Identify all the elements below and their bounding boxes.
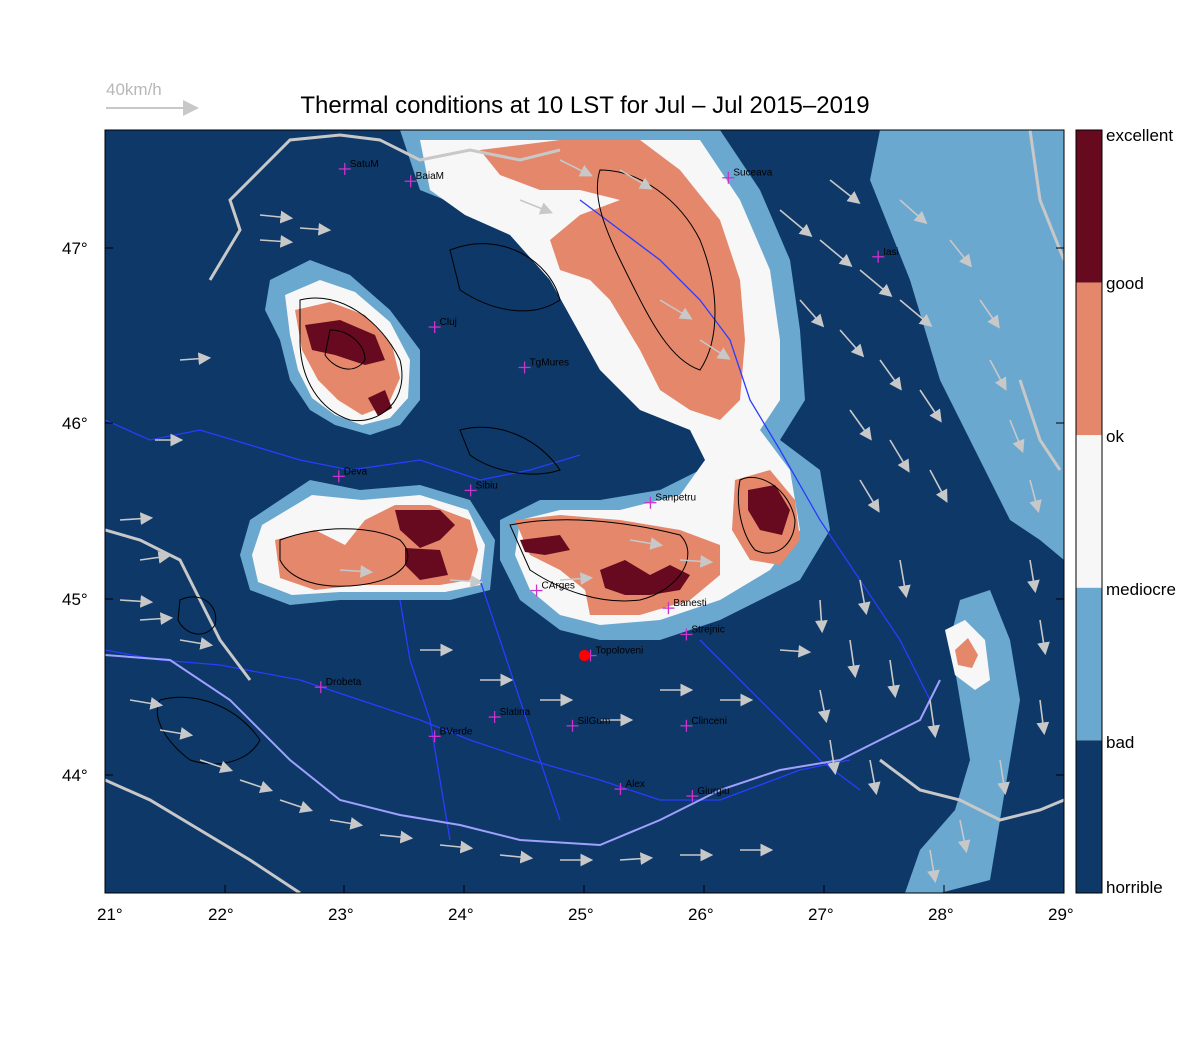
field-good-cluj-south [368,390,392,416]
city-label: Sibiu [476,480,498,491]
city-sibiu: Sibiu [464,480,498,497]
field-ok-east-cell [955,638,978,668]
map-field [105,130,1064,893]
borders [105,130,1064,893]
x-tick-26: 26° [688,905,714,924]
city-label: Sanpetru [655,493,696,504]
city-label: TgMures [530,357,569,368]
contours [156,169,796,765]
x-tick-22: 22° [208,905,234,924]
x-tick-labels: 21° 22° 23° 24° 25° 26° 27° 28° 29° [97,905,1074,924]
city-slatina: Slatina [488,707,531,724]
colorbar-label-horrible: horrible [1106,878,1163,897]
city-cluj: Cluj [428,317,457,334]
city-sanpetru: Sanpetru [644,493,696,509]
field-good-fagaras [600,560,690,595]
city-label: SatuM [350,159,379,170]
y-tick-44: 44° [62,766,88,785]
colorbar-segment [1076,435,1102,588]
city-label: Giurgiu [697,786,729,797]
y-tick-labels: 47° 46° 45° 44° [62,239,88,785]
colorbar [1075,129,1103,894]
field-good-cluj [305,320,385,365]
map-title: Thermal conditions at 10 LST for Jul – J… [300,92,870,119]
city-label: Clinceni [691,716,727,727]
city-tgmures: TgMures [518,357,569,374]
wind-scale-label: 40km/h [106,80,162,99]
city-satum: SatuM [338,159,379,175]
x-tick-27: 27° [808,905,834,924]
city-drobeta: Drobeta [314,677,362,694]
city-label: Topoloveni [595,646,643,657]
city-silgum: SilGum [566,716,611,732]
city-label: Suceava [733,168,772,179]
x-tick-28: 28° [928,905,954,924]
city-clinceni: Clinceni [680,716,727,732]
x-tick-21: 21° [97,905,123,924]
city-alex: Alex [614,779,645,796]
x-tick-24: 24° [448,905,474,924]
city-label: BaiaM [416,171,444,182]
launch-site-marker [579,650,590,662]
danube [105,654,941,847]
colorbar-label-bad: bad [1106,733,1135,752]
x-tick-25: 25° [568,905,594,924]
city-label: Strejnic [691,624,724,635]
wind-arrows [119,159,1050,884]
y-tick-45: 45° [62,590,88,609]
colorbar-segment [1076,130,1102,283]
city-strejnic: Strejnic [680,624,725,641]
city-label: BVerde [440,726,473,737]
city-suceava: Suceava [722,168,773,184]
city-label: Banesti [673,598,706,609]
axis-ticks [104,247,1065,893]
field-good-east [748,485,790,535]
field-good-sibiu [395,510,455,548]
city-carges: CArges [530,581,575,597]
city-label: Deva [344,466,368,477]
colorbar-segment [1076,740,1102,893]
colorbar-label-excellent: excellent [1106,126,1174,145]
colorbar-segment [1076,587,1102,741]
city-deva: Deva [332,466,368,483]
field-ok-north [480,140,745,420]
x-tick-29: 29° [1048,905,1074,924]
city-label: SilGum [578,716,611,727]
colorbar-segment [1076,282,1102,436]
y-tick-47: 47° [62,239,88,258]
field-good-sibiu-south [405,548,448,580]
city-iasi: Iasi [872,247,899,263]
colorbar-label-ok: ok [1106,427,1124,446]
x-tick-23: 23° [328,905,354,924]
city-label: Cluj [440,317,457,328]
city-markers: SatuM BaiaM Suceava Iasi Cluj TgMures Deva Sibi… [314,159,899,803]
field-good-north [520,535,570,555]
city-label: Slatina [500,707,531,718]
colorbar-frame [1075,129,1103,894]
city-giurgiu: Giurgiu [686,786,730,803]
city-bverde: BVerde [428,726,473,743]
colorbar-label-mediocre: mediocre [1106,580,1176,599]
city-label: Iasi [883,247,899,258]
city-baiam: BaiaM [404,171,444,188]
y-tick-46: 46° [62,414,88,433]
city-banesti: Banesti [662,598,707,615]
city-label: Drobeta [326,677,362,688]
colorbar-label-good: good [1106,274,1144,293]
city-label: CArges [542,581,575,592]
city-label: Alex [625,779,644,790]
